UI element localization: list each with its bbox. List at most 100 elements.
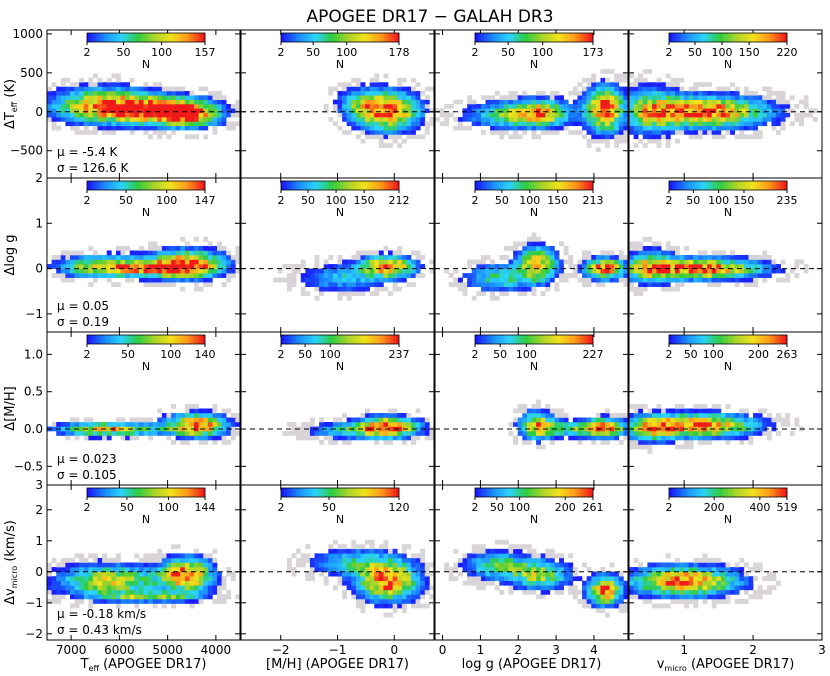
heatmap-cell bbox=[549, 259, 555, 265]
heatmap-cell bbox=[526, 413, 532, 418]
heatmap-cell bbox=[203, 259, 209, 265]
heatmap-cell bbox=[166, 417, 172, 423]
heatmap-cell bbox=[633, 444, 639, 450]
heatmap-cell bbox=[332, 121, 338, 127]
heatmap-cell bbox=[102, 259, 108, 265]
heatmap-cell bbox=[74, 250, 80, 256]
heatmap-cell bbox=[397, 273, 403, 278]
heatmap-cell bbox=[143, 277, 149, 283]
heatmap-cell bbox=[351, 90, 357, 96]
heatmap-cell bbox=[707, 112, 713, 118]
heatmap-cell bbox=[457, 282, 463, 288]
heatmap-cell bbox=[143, 585, 149, 591]
heatmap-cell bbox=[522, 404, 528, 409]
heatmap-cell bbox=[670, 130, 676, 135]
colorbar-segment bbox=[725, 33, 729, 42]
heatmap-cell bbox=[766, 589, 772, 595]
heatmap-cell bbox=[711, 585, 717, 591]
heatmap-cell bbox=[517, 417, 523, 423]
heatmap-cell bbox=[120, 112, 126, 118]
heatmap-cell bbox=[526, 544, 532, 550]
heatmap-cell bbox=[60, 567, 66, 572]
heatmap-cell bbox=[591, 255, 597, 260]
heatmap-cell bbox=[120, 422, 126, 427]
heatmap-cell bbox=[716, 571, 722, 577]
heatmap-panel-r3-c1 bbox=[286, 539, 435, 618]
heatmap-cell bbox=[522, 268, 528, 274]
heatmap-cell bbox=[203, 431, 209, 436]
heatmap-cell bbox=[106, 598, 112, 604]
heatmap-cell bbox=[670, 268, 676, 274]
heatmap-cell bbox=[642, 259, 648, 265]
heatmap-cell bbox=[180, 589, 186, 595]
heatmap-cell bbox=[480, 268, 486, 274]
heatmap-cell bbox=[762, 86, 768, 92]
heatmap-cell bbox=[138, 589, 144, 595]
heatmap-cell bbox=[83, 557, 89, 563]
heatmap-cell bbox=[780, 121, 786, 127]
heatmap-cell bbox=[647, 422, 653, 427]
heatmap-cell bbox=[392, 417, 398, 423]
heatmap-cell bbox=[152, 268, 158, 274]
heatmap-cell bbox=[508, 589, 514, 595]
heatmap-cell bbox=[490, 286, 496, 292]
heatmap-cell bbox=[74, 567, 80, 572]
heatmap-cell bbox=[725, 413, 731, 418]
heatmap-cell bbox=[739, 134, 745, 140]
heatmap-cell bbox=[51, 273, 57, 278]
heatmap-cell bbox=[490, 121, 496, 127]
heatmap-cell bbox=[582, 435, 587, 441]
heatmap-cell bbox=[157, 134, 163, 140]
heatmap-cell bbox=[300, 422, 306, 427]
heatmap-cell bbox=[753, 255, 758, 260]
heatmap-cell bbox=[600, 277, 606, 283]
heatmap-cell bbox=[568, 130, 574, 135]
heatmap-cell bbox=[401, 138, 407, 144]
heatmap-cell bbox=[360, 562, 366, 568]
heatmap-cell bbox=[92, 580, 98, 586]
heatmap-cell bbox=[115, 567, 121, 572]
heatmap-cell bbox=[166, 413, 172, 418]
colorbar-segment bbox=[742, 33, 746, 42]
heatmap-cell bbox=[291, 571, 297, 577]
heatmap-cell bbox=[707, 255, 713, 260]
heatmap-cell bbox=[503, 121, 509, 127]
heatmap-cell bbox=[129, 259, 135, 265]
heatmap-cell bbox=[629, 413, 634, 418]
heatmap-cell bbox=[56, 112, 62, 118]
heatmap-cell bbox=[638, 576, 644, 582]
heatmap-cell bbox=[656, 250, 662, 256]
heatmap-cell bbox=[595, 117, 601, 122]
heatmap-cell bbox=[582, 108, 587, 113]
y-tick-label: 1000 bbox=[12, 27, 43, 41]
heatmap-cell bbox=[180, 585, 186, 591]
heatmap-cell bbox=[277, 277, 283, 283]
heatmap-cell bbox=[595, 598, 601, 604]
heatmap-cell bbox=[180, 236, 186, 242]
heatmap-cell bbox=[545, 99, 551, 105]
heatmap-cell bbox=[586, 95, 592, 100]
heatmap-cell bbox=[125, 268, 131, 274]
heatmap-cell bbox=[175, 86, 181, 92]
colorbar-tick-label: 178 bbox=[389, 46, 410, 59]
heatmap-cell bbox=[120, 82, 126, 87]
heatmap-cell bbox=[609, 82, 615, 87]
heatmap-cell bbox=[129, 273, 135, 278]
heatmap-cell bbox=[734, 580, 740, 586]
heatmap-cell bbox=[138, 571, 144, 577]
heatmap-cell bbox=[355, 594, 361, 600]
heatmap-cell bbox=[702, 99, 708, 105]
heatmap-cell bbox=[323, 562, 329, 568]
heatmap-cell bbox=[291, 282, 297, 288]
heatmap-cell bbox=[693, 86, 699, 92]
heatmap-cell bbox=[383, 268, 389, 274]
heatmap-cell bbox=[707, 426, 713, 432]
heatmap-cell bbox=[360, 580, 366, 586]
heatmap-cell bbox=[707, 125, 713, 131]
heatmap-cell bbox=[47, 585, 52, 591]
heatmap-cell bbox=[693, 268, 699, 274]
heatmap-cell bbox=[499, 130, 505, 135]
heatmap-cell bbox=[69, 125, 75, 131]
heatmap-cell bbox=[171, 259, 176, 265]
heatmap-cell bbox=[392, 117, 398, 122]
